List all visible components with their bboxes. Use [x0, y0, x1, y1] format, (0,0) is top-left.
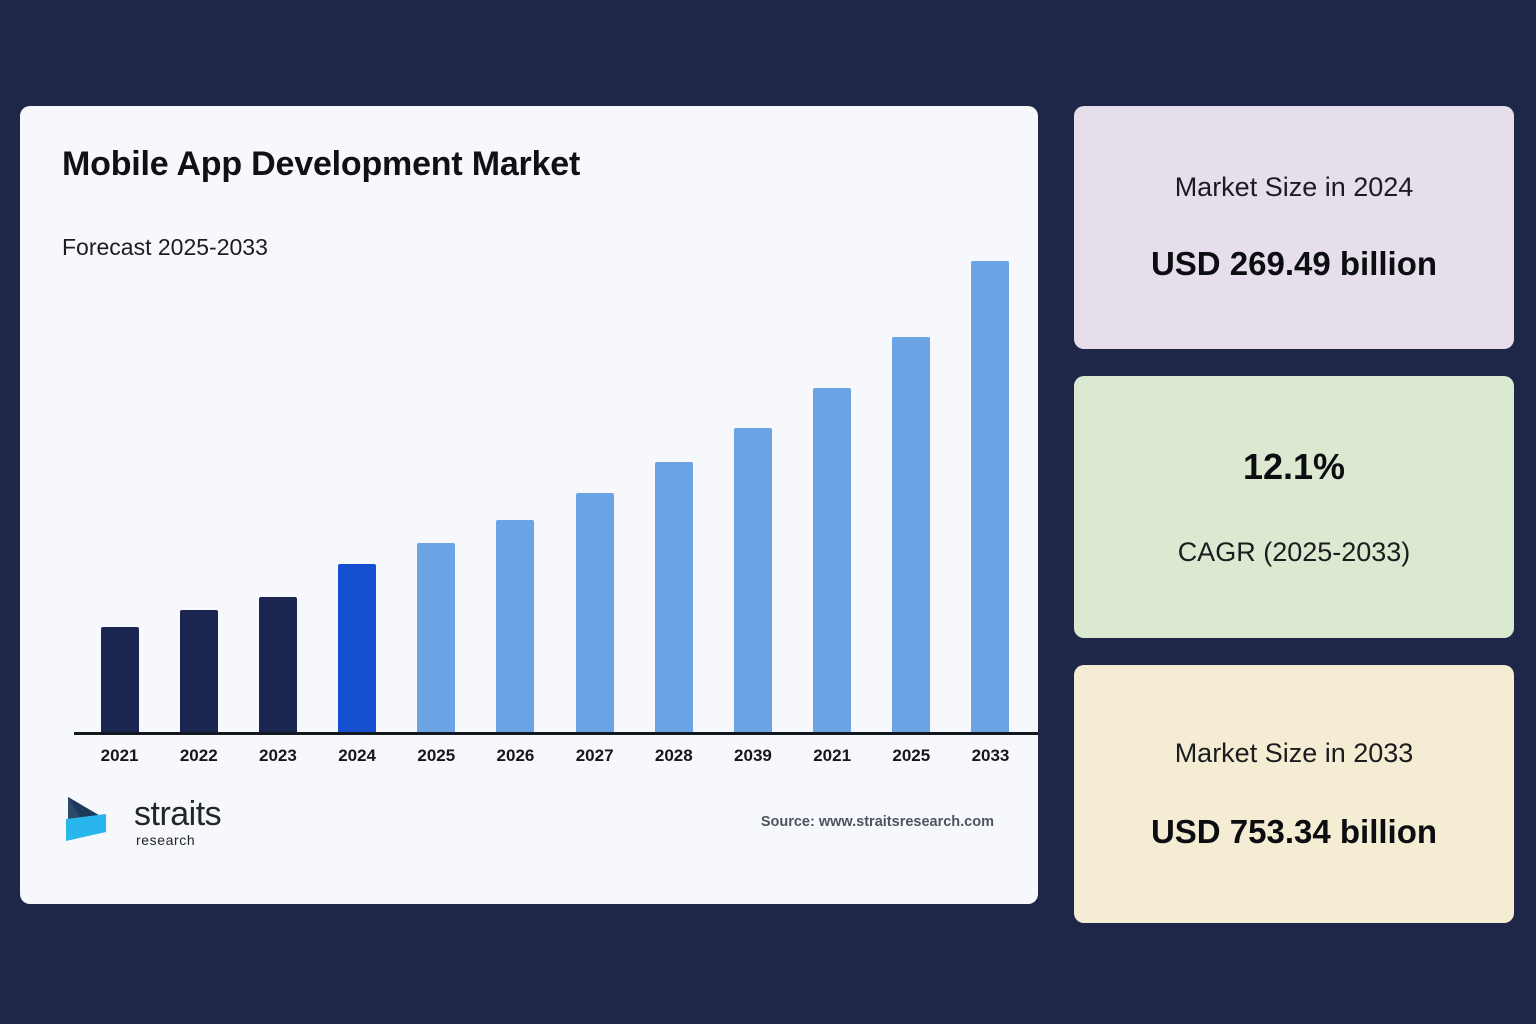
bar-slot	[951, 232, 1030, 732]
x-axis-tick-label: 2028	[654, 746, 693, 765]
kpi-value: USD 753.34 billion	[1150, 812, 1438, 850]
bar-slot	[793, 232, 872, 732]
bar-slot	[238, 232, 317, 732]
kpi-value: USD 269.49 billion	[1150, 245, 1438, 283]
kpi-label: Market Size in 2024	[1174, 172, 1414, 202]
bar-slot	[397, 232, 476, 732]
logo-wordmark: straits research	[134, 795, 222, 848]
bar-slot	[555, 232, 634, 732]
bar	[338, 563, 377, 732]
bar	[179, 609, 218, 732]
page-title: Mobile App Development Market	[62, 145, 581, 183]
kpi-card-cagr: 12.1% CAGR (2025-2033)	[1074, 376, 1514, 638]
x-axis-tick-label: 2027	[575, 746, 614, 765]
kpi-card-list: Market Size in 2024 USD 269.49 billion 1…	[1074, 106, 1514, 923]
bar-slot	[318, 232, 397, 732]
x-axis-tick-label: 2021	[813, 746, 852, 765]
bar-chart-plot	[74, 232, 1038, 735]
bar	[813, 388, 852, 732]
bar-slot	[872, 232, 951, 732]
bar	[654, 462, 693, 732]
bar	[575, 493, 614, 732]
bar-slot	[713, 232, 792, 732]
bar	[892, 337, 931, 732]
bar-slot	[476, 232, 555, 732]
x-axis-tick-label: 2025	[417, 746, 456, 765]
chart-footer: straits research Source: www.straitsrese…	[62, 784, 994, 860]
kpi-value: 12.1%	[1242, 445, 1346, 487]
bar	[100, 627, 139, 732]
logo-name: straits	[134, 795, 222, 833]
kpi-label: Market Size in 2033	[1174, 737, 1414, 768]
kpi-card-market-size-2024: Market Size in 2024 USD 269.49 billion	[1074, 106, 1514, 349]
chart-panel: Mobile App Development Market Forecast 2…	[20, 106, 1038, 904]
kpi-label: CAGR (2025-2033)	[1177, 537, 1411, 568]
x-axis-tick-label: 2024	[338, 746, 377, 765]
x-axis-tick-label: 2022	[179, 746, 218, 765]
kpi-card-market-size-2033: Market Size in 2033 USD 753.34 billion	[1074, 665, 1514, 923]
x-axis-line	[74, 732, 1038, 735]
x-axis-tick-label: 2033	[971, 746, 1010, 765]
logo-subtitle: research	[136, 832, 196, 848]
bar	[733, 427, 772, 732]
x-axis-tick-label: 2023	[259, 746, 297, 765]
source-attribution: Source: www.straitsresearch.com	[760, 814, 994, 830]
chart-subtitle: Forecast 2025-2033	[62, 234, 268, 261]
straits-research-logo: straits research	[62, 791, 222, 854]
bar-series	[80, 232, 1030, 732]
bar	[417, 543, 456, 732]
bar-slot	[634, 232, 713, 732]
logo-arrow-icon	[62, 791, 124, 854]
x-axis-tick-labels: 2021 2022 2023 2024 2025 2026 2027 2028 2039 2021…	[80, 746, 1030, 766]
bar	[971, 261, 1010, 732]
x-axis-tick-label: 2026	[496, 746, 535, 765]
x-axis-tick-label: 2021	[100, 746, 139, 765]
bar-slot	[80, 232, 159, 732]
bar	[258, 597, 297, 732]
x-axis-tick-label: 2039	[734, 746, 772, 765]
bar	[496, 519, 535, 732]
x-axis-tick-label: 2025	[892, 746, 931, 765]
bar-slot	[159, 232, 238, 732]
